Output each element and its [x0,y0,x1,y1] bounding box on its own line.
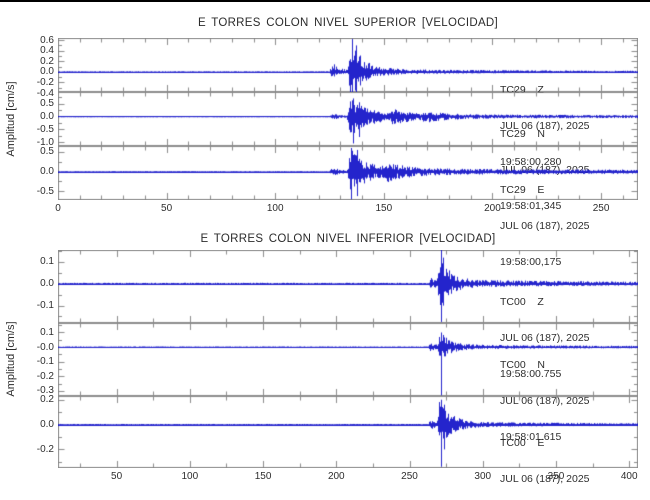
y-tick-label: 0.2 [40,55,54,67]
x-tick-label: 200 [484,203,501,214]
x-axis-tick-labels-superior: 0 50 100 150 200 250 [55,202,638,216]
y-tick-label: 0.6 [40,34,54,46]
x-tick-label: 100 [266,203,284,214]
y-tick-label: 0.1 [40,256,54,268]
y-tick-label: 0.5 [40,146,54,158]
y-tick-label: -0.0 [36,341,54,353]
x-tick-label: 0 [55,203,61,214]
waveform-tc00-z [58,250,638,323]
x-tick-label: 250 [592,203,610,214]
figure-title-inferior: E TORRES COLON NIVEL INFERIOR [VELOCIDAD… [200,233,496,245]
x-tick-label: 300 [474,471,492,482]
subplot-tc29-e: TC29 E JUL 06 (187), 2025 19:58:00,175 0… [37,146,638,268]
subplot-tc00-n: TC00 N JUL 06 (187), 2025 19:58:01.615 0… [37,323,638,443]
x-tick-label: 50 [111,471,123,482]
figure-title-superior: E TORRES COLON NIVEL SUPERIOR [VELOCIDAD… [197,17,499,29]
y-tick-label: -0.2 [36,370,54,382]
y-tick-label: 0.4 [40,45,54,57]
y-tick-label: -1.0 [36,136,54,148]
waveform-tc29-z [58,38,638,92]
y-tick-label: 0.0 [40,419,54,431]
y-tick-label: 0.5 [40,98,54,110]
time-label: 19:58:01,345 [500,200,562,213]
y-tick-label: -0.5 [36,123,54,135]
x-tick-label: 150 [254,471,272,482]
waveform-tc00-e [58,396,638,468]
waveform-tc00-n [58,323,638,396]
date-label: JUL 06 (187), 2025 [500,219,590,232]
y-tick-label: 0.0 [40,110,54,122]
x-tick-label: 200 [327,471,345,482]
trace-info-tc00-e: TC00 E JUL 06 (187), 2025 19:58:00.975 [500,413,590,500]
y-tick-label: -0.3 [36,385,54,397]
x-tick-label: 350 [547,471,565,482]
station-label: TC00 N [500,359,545,372]
y-tick-label: 0.0 [40,166,54,178]
date-label: JUL 06 (187), 2025 [500,472,590,485]
y-tick-label: -0.2 [36,443,54,455]
subplot-tc00-z: TC00 Z JUL 06 (187), 2025 19:58:00.755 0… [37,250,638,380]
station-label: TC00 E [500,436,545,449]
y-tick-label: 0.1 [40,326,54,338]
station-label: TC00 Z [500,295,544,308]
y-tick-label: 0.0 [40,278,54,290]
y-tick-label: -0.2 [36,76,54,88]
x-tick-label: 400 [620,471,638,482]
x-tick-label: 250 [401,471,418,482]
waveform-tc29-e [58,146,638,200]
x-tick-label: 50 [161,203,173,214]
y-tick-label: -0.5 [36,185,54,197]
x-tick-label: 150 [375,203,393,214]
y-tick-label: -0.1 [36,356,54,368]
station-label: TC29 E [500,183,545,196]
y-tick-label: 0.2 [40,394,54,406]
y-tick-label: -0.1 [36,300,54,312]
station-label: TC29 N [500,128,545,141]
x-axis-tick-labels-inferior: 50 100 150 200 250 300 350 400 [58,470,638,484]
subplot-tc00-e: TC00 E JUL 06 (187), 2025 19:58:00.975 0… [37,394,638,485]
subplot-tc29-n: TC29 N JUL 06 (187), 2025 19:58:01,345 0… [37,92,638,212]
x-tick-label: 100 [181,471,199,482]
waveform-tc29-n [58,92,638,146]
subplot-tc29-z: TC29 Z JUL 06 (187), 2025 19:58:00,280 0… [37,35,638,168]
y-tick-label: 0.0 [40,66,54,78]
window-top-border [0,0,650,2]
y-tick-label: -0.4 [36,87,54,99]
